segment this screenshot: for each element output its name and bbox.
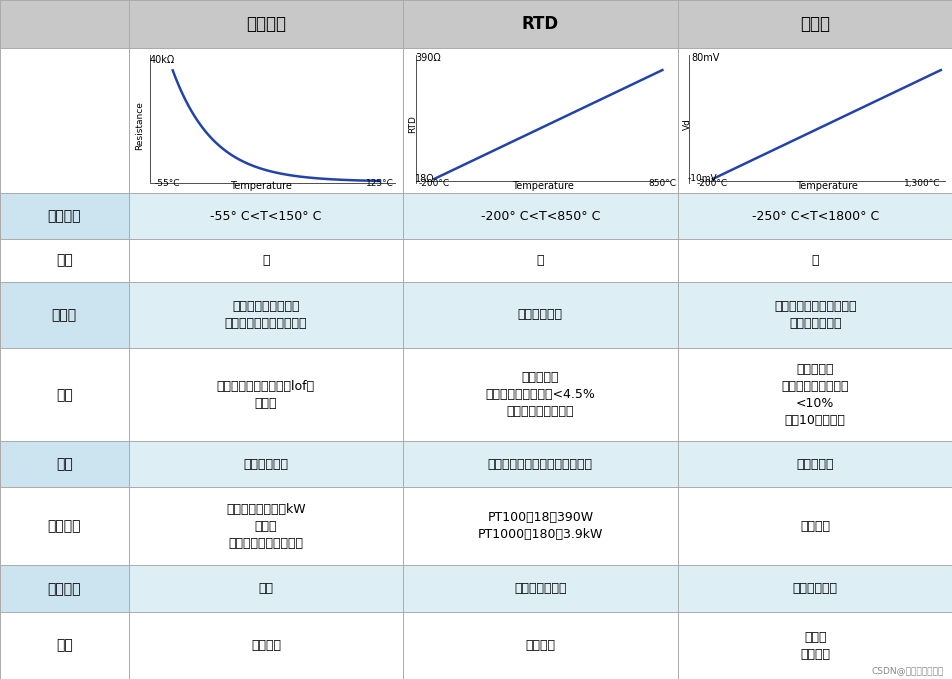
Text: -55°C: -55°C [154, 179, 180, 188]
Text: 在使用多项式校正的情况
下，准确度较好: 在使用多项式校正的情况 下，准确度较好 [773, 300, 856, 330]
Text: 输出范围: 输出范围 [48, 519, 81, 533]
Text: -55° C<T<150° C: -55° C<T<150° C [210, 210, 321, 223]
Text: RTD: RTD [522, 15, 558, 33]
Text: 线性: 线性 [56, 388, 72, 402]
Text: 125°C: 125°C [366, 179, 393, 188]
Text: 最坚固耐用: 最坚固耐用 [796, 458, 833, 471]
Text: 1,300°C: 1,300°C [903, 179, 940, 188]
Text: 线性相当好
满量程范围内非线性
<10%
复式10阶多项式: 线性相当好 满量程范围内非线性 <10% 复式10阶多项式 [781, 363, 848, 427]
Text: Temperature: Temperature [795, 181, 857, 191]
Text: 几十毫伏: 几十毫伏 [800, 520, 829, 533]
Text: -200°C: -200°C [418, 179, 449, 188]
Text: 低: 低 [262, 254, 269, 267]
Text: 18Ω: 18Ω [414, 174, 434, 184]
Text: CSDN@不说发的程序猿: CSDN@不说发的程序猿 [870, 667, 942, 676]
Text: 成本: 成本 [56, 253, 72, 268]
Text: 热电偶: 热电偶 [800, 15, 829, 33]
Text: 850°C: 850°C [647, 179, 676, 188]
Text: Resistance: Resistance [134, 101, 144, 150]
Text: 温度范围: 温度范围 [48, 209, 81, 223]
Text: 单个温度准确度较好
在整个范围内准确度较差: 单个温度准确度较好 在整个范围内准确度较差 [225, 300, 307, 330]
Text: RTD: RTD [407, 115, 417, 133]
Text: 线性相当好
满量程范围内非线性<4.5%
相对简单的二次函数: 线性相当好 满量程范围内非线性<4.5% 相对简单的二次函数 [485, 371, 595, 418]
Text: 低: 低 [811, 254, 818, 267]
Text: Temperature: Temperature [511, 181, 573, 191]
Text: PT100为18至390W
PT1000为180至3.9kW: PT100为18至390W PT1000为180至3.9kW [477, 511, 603, 541]
Text: 通常为几十到几百kW
满量程
电阻非常宽的变话范围: 通常为几十到几百kW 满量程 电阻非常宽的变话范围 [226, 503, 306, 550]
Text: 自供电
需要激励: 自供电 需要激励 [800, 631, 829, 661]
Text: 高: 高 [536, 254, 544, 267]
Text: 需要激励: 需要激励 [525, 639, 555, 652]
Text: 应用范围: 应用范围 [48, 582, 81, 595]
Text: 80mV: 80mV [691, 54, 720, 63]
Text: -250° C<T<1800° C: -250° C<T<1800° C [751, 210, 878, 223]
Text: -200°C: -200°C [696, 179, 727, 188]
Text: Temperature: Temperature [230, 181, 292, 191]
Text: 科学和工业应用: 科学和工业应用 [513, 582, 566, 595]
Text: 需要激励: 需要激励 [250, 639, 281, 652]
Text: 出色的准确度: 出色的准确度 [517, 308, 563, 321]
Text: -200° C<T<850° C: -200° C<T<850° C [480, 210, 600, 223]
Text: 视类型而定（可以很坚固耐用）: 视类型而定（可以很坚固耐用） [487, 458, 592, 471]
Text: 构造: 构造 [56, 457, 72, 471]
Text: 通用: 通用 [258, 582, 273, 595]
Text: 不太坚固耐用: 不太坚固耐用 [243, 458, 288, 471]
Text: 准确度: 准确度 [51, 308, 77, 322]
Text: 390Ω: 390Ω [414, 54, 440, 63]
Text: Vd: Vd [683, 119, 691, 130]
Text: 热敏电阻: 热敏电阻 [246, 15, 286, 33]
Text: 通性: 通性 [56, 638, 72, 653]
Text: 工业温度测量: 工业温度测量 [792, 582, 837, 595]
Text: 40kΩ: 40kΩ [149, 54, 175, 65]
Text: 极其非线性。遵循倒数lof对
数函数: 极其非线性。遵循倒数lof对 数函数 [217, 380, 314, 410]
Text: -10mV: -10mV [687, 175, 717, 183]
